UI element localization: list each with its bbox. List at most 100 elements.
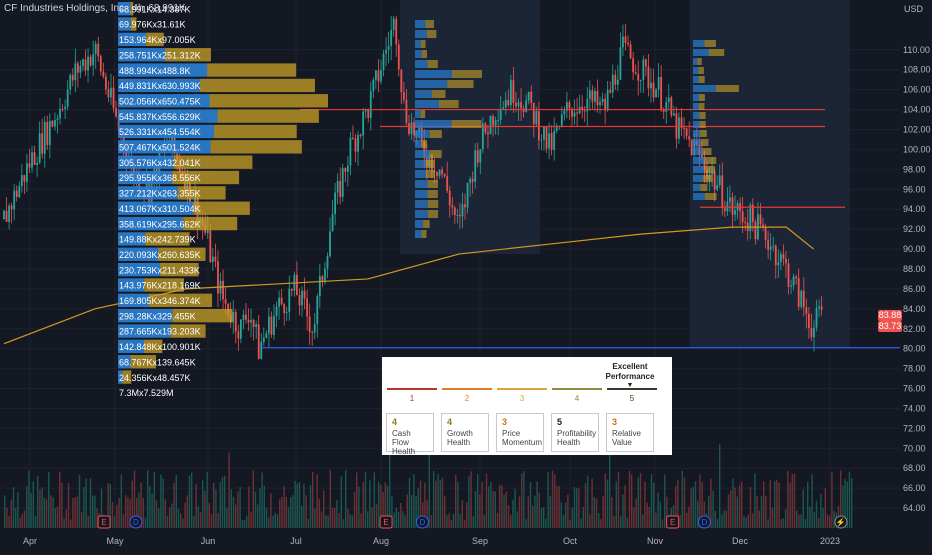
volume-bar	[158, 508, 160, 528]
candle-body	[685, 128, 688, 137]
candle-body	[89, 56, 92, 66]
session-profile-bar	[425, 20, 434, 28]
volume-profile-up-bar	[118, 262, 161, 277]
ratings-widget: Excellent Performance ▼ 1 2 3 4 5 4 Cash Flow…	[382, 357, 672, 456]
candle-body	[629, 44, 632, 59]
volume-profile-label: 220.093Kx260.635K	[119, 250, 201, 260]
volume-profile-down-bar	[171, 170, 240, 185]
volume-bar	[613, 516, 615, 528]
candle-body	[535, 111, 538, 125]
volume-bar	[536, 481, 538, 528]
session-profile-bar	[693, 139, 701, 146]
session-profile-bar	[425, 160, 435, 168]
candle-body	[665, 102, 668, 112]
candle-body	[787, 263, 790, 287]
candle-body	[568, 102, 571, 109]
session-profile-bar	[704, 40, 716, 47]
candle-body	[566, 102, 568, 111]
session-profile-bar	[700, 184, 708, 191]
candle-body	[667, 97, 670, 103]
volume-bar	[637, 477, 639, 528]
volume-bar	[26, 486, 28, 528]
session-profile-bar	[415, 100, 439, 108]
session-profile-bar	[415, 130, 430, 138]
volume-bar	[65, 509, 67, 528]
candle-body	[555, 127, 558, 131]
volume-bar	[177, 508, 180, 528]
volume-bar	[424, 482, 426, 528]
volume-bar	[589, 514, 591, 528]
earnings-marker	[666, 515, 680, 529]
volume-bar	[540, 508, 543, 528]
candle-body	[346, 165, 349, 172]
volume-bar	[204, 490, 206, 528]
candle-body	[504, 99, 507, 108]
session-profile-bar	[415, 200, 428, 208]
session-profile-bar	[415, 160, 426, 168]
candle-body	[782, 254, 785, 259]
volume-bar	[188, 475, 191, 528]
candle-body	[507, 99, 510, 106]
candle-body	[311, 332, 314, 334]
volume-bar	[239, 486, 241, 528]
volume-bar	[523, 471, 525, 528]
earnings-marker-label: E	[383, 518, 388, 527]
candle-body	[683, 127, 685, 129]
rating-scale-number: 1	[409, 394, 415, 403]
volume-bar	[160, 474, 162, 528]
volume-bar	[155, 500, 158, 528]
volume-bar	[556, 486, 558, 528]
volume-profile-up-bar	[118, 186, 178, 200]
earnings-marker-label: E	[670, 518, 675, 527]
volume-profile-down-bar	[183, 216, 238, 231]
y-tick-label: 84.00	[903, 304, 926, 314]
candle-body	[741, 211, 744, 222]
overlap-value: 68.991K	[148, 3, 186, 14]
volume-profile-label: 298.28Kx329.455K	[119, 311, 196, 321]
candle-body	[774, 245, 777, 266]
volume-bar	[655, 512, 657, 528]
volume-bar	[518, 496, 521, 528]
volume-bar	[116, 504, 118, 528]
y-tick-label: 90.00	[903, 244, 926, 254]
volume-bar	[15, 508, 17, 528]
candle-body	[214, 256, 217, 262]
volume-bar	[202, 480, 204, 528]
volume-bar	[802, 489, 804, 528]
volume-bar	[96, 508, 98, 528]
volume-bar	[129, 499, 131, 528]
volume-bar	[34, 516, 37, 528]
candle-body	[790, 285, 792, 287]
candle-body	[647, 66, 650, 89]
candle-body	[802, 290, 805, 308]
volume-profile-up-bar	[118, 232, 146, 246]
volume-bar	[679, 514, 681, 528]
volume-bar	[391, 496, 393, 528]
volume-bar	[719, 443, 721, 528]
candle-body	[56, 118, 59, 120]
rating-score: 3	[612, 417, 618, 427]
candle-body	[489, 116, 492, 135]
volume-bar	[571, 507, 573, 528]
session-profile-bar	[693, 175, 703, 182]
session-profile-bar	[708, 49, 725, 56]
volume-bar	[791, 473, 793, 528]
volume-bar	[384, 482, 386, 528]
session-profile-bar	[697, 58, 702, 65]
volume-bar	[822, 507, 824, 528]
volume-bar	[426, 500, 428, 528]
candle-body	[614, 74, 617, 85]
prev-price-tag: 83.73	[878, 321, 902, 332]
volume-bar	[730, 490, 732, 528]
candle-body	[329, 231, 331, 257]
candle-body	[762, 224, 764, 227]
volume-bar	[457, 481, 459, 528]
candle-body	[484, 123, 487, 133]
volume-bar	[59, 471, 61, 528]
volume-bar	[430, 515, 433, 528]
volume-bar	[600, 519, 602, 528]
volume-bar	[338, 513, 340, 528]
volume-bar	[28, 470, 30, 528]
